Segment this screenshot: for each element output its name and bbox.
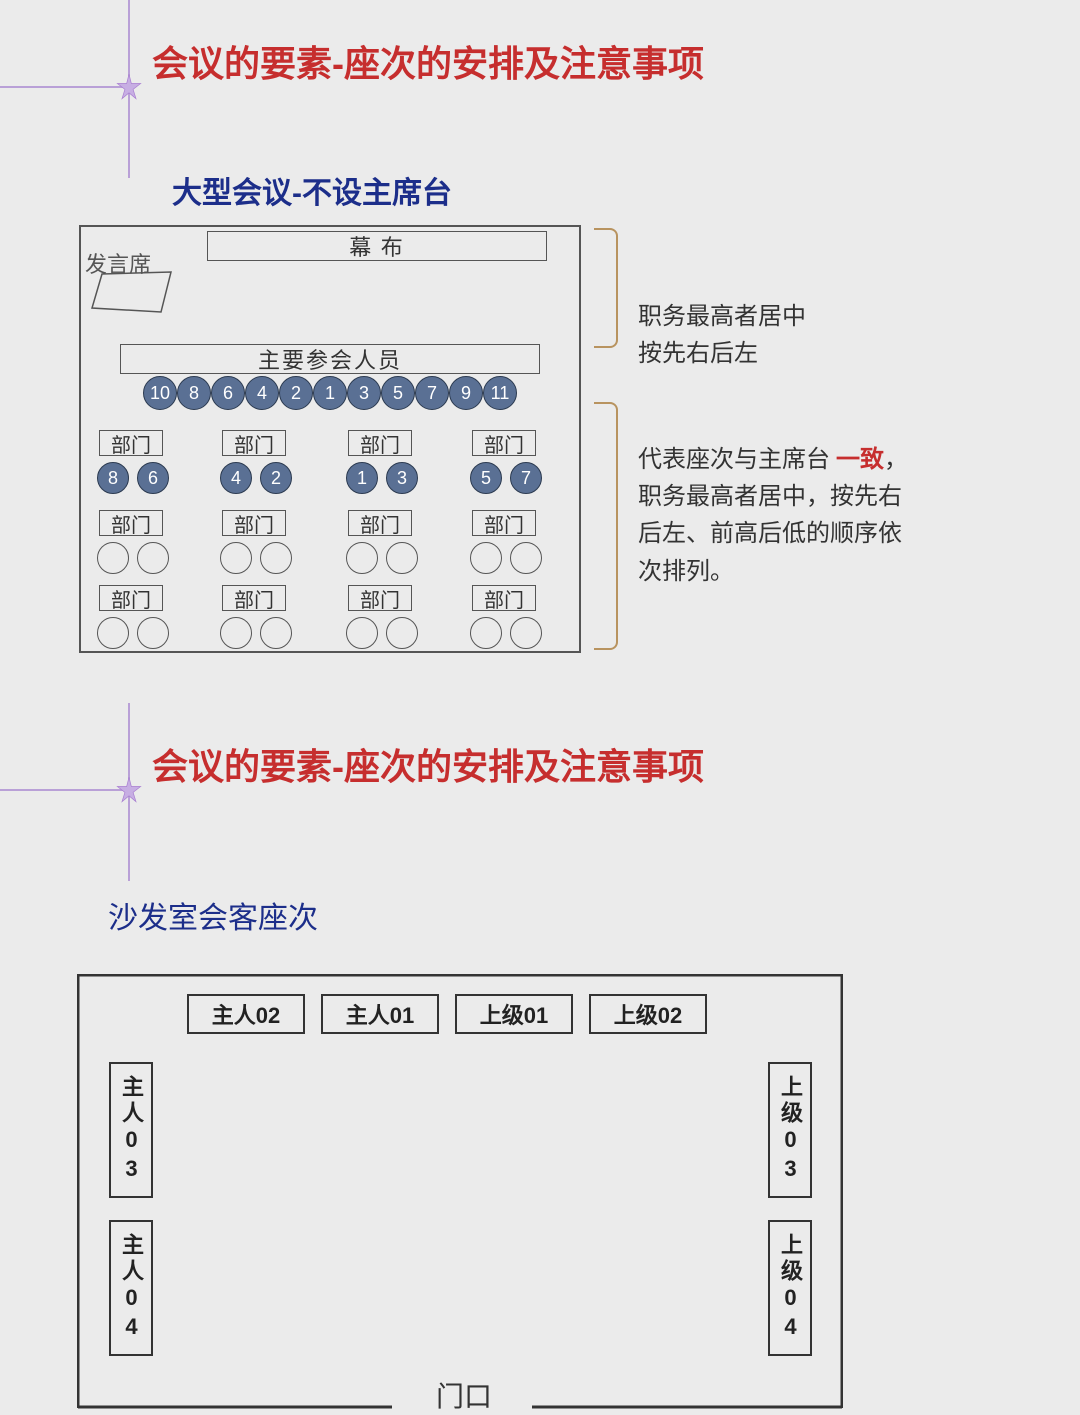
dept-seat-empty — [470, 542, 502, 574]
vip-seat: 10 — [143, 376, 177, 410]
dept-label: 部门 — [348, 430, 412, 456]
dept-label: 部门 — [348, 585, 412, 611]
note-bottom: 代表座次与主席台 一致，职务最高者居中，按先右后左、前高后低的顺序依次排列。 — [638, 442, 908, 591]
dept-seat-num: 6 — [137, 462, 169, 494]
dept-seat-num: 3 — [386, 462, 418, 494]
title1: 会议的要素-座次的安排及注意事项 — [152, 35, 704, 87]
dept-seat-num: 7 — [510, 462, 542, 494]
vip-row-label: 主要参会人员 — [120, 344, 540, 374]
dept-seat-empty — [137, 542, 169, 574]
dept-label: 部门 — [472, 510, 536, 536]
title2-hline — [0, 789, 128, 791]
note-bottom-pre: 代表座次与主席台 — [638, 447, 830, 473]
sofa-room-outline — [77, 974, 843, 1409]
dept-label: 部门 — [99, 585, 163, 611]
screen-label: 幕 布 — [207, 231, 547, 261]
title1-hline — [0, 86, 128, 88]
dept-seat-empty — [97, 542, 129, 574]
sofa-seat-left: 主人03 — [109, 1062, 153, 1198]
vip-seat: 4 — [245, 376, 279, 410]
vip-row-label-text: 主要参会人员 — [258, 343, 402, 375]
dept-seat-empty — [510, 617, 542, 649]
vip-seat: 6 — [211, 376, 245, 410]
star-icon-2 — [115, 776, 143, 804]
title1-text: 会议的要素-座次的安排及注意事项 — [152, 43, 704, 84]
dept-label: 部门 — [472, 430, 536, 456]
dept-seat-num: 4 — [220, 462, 252, 494]
note-top: 职务最高者居中 按先右后左 — [638, 262, 806, 374]
dept-seat-empty — [220, 542, 252, 574]
dept-seat-num: 2 — [260, 462, 292, 494]
title2-text: 会议的要素-座次的安排及注意事项 — [152, 746, 704, 787]
sofa-seat-right: 上级03 — [768, 1062, 812, 1198]
subtitle1: 大型会议-不设主席台 — [172, 168, 452, 212]
dept-label: 部门 — [348, 510, 412, 536]
dept-label: 部门 — [99, 430, 163, 456]
vip-seat: 7 — [415, 376, 449, 410]
vip-seat: 1 — [313, 376, 347, 410]
dept-label: 部门 — [99, 510, 163, 536]
dept-seat-empty — [346, 617, 378, 649]
dept-seat-empty — [470, 617, 502, 649]
subtitle2: 沙发室会客座次 — [108, 893, 318, 937]
star-icon — [115, 73, 143, 101]
sofa-seat-left: 主人04 — [109, 1220, 153, 1356]
sofa-seat-top: 上级01 — [455, 994, 573, 1034]
dept-seat-empty — [137, 617, 169, 649]
podium-shape — [89, 270, 179, 320]
dept-seat-empty — [97, 617, 129, 649]
dept-label: 部门 — [222, 430, 286, 456]
title2: 会议的要素-座次的安排及注意事项 — [152, 738, 704, 790]
dept-seat-empty — [510, 542, 542, 574]
note-top-text: 职务最高者居中 按先右后左 — [638, 304, 806, 367]
dept-seat-empty — [220, 617, 252, 649]
dept-seat-num: 5 — [470, 462, 502, 494]
door-label: 门口 — [436, 1375, 492, 1415]
sofa-seat-top: 上级02 — [589, 994, 707, 1034]
dept-seat-empty — [386, 617, 418, 649]
sofa-seat-top: 主人01 — [321, 994, 439, 1034]
sofa-seat-right: 上级04 — [768, 1220, 812, 1356]
dept-seat-num: 8 — [97, 462, 129, 494]
vip-seat: 9 — [449, 376, 483, 410]
vip-seat: 3 — [347, 376, 381, 410]
dept-label: 部门 — [472, 585, 536, 611]
note-bottom-red: 一致 — [836, 447, 884, 473]
vip-seat: 2 — [279, 376, 313, 410]
dept-seat-empty — [346, 542, 378, 574]
dept-seat-empty — [260, 617, 292, 649]
screen-label-text: 幕 布 — [349, 230, 405, 262]
dept-seat-empty — [260, 542, 292, 574]
dept-seat-empty — [386, 542, 418, 574]
vip-seat: 11 — [483, 376, 517, 410]
sofa-seat-top: 主人02 — [187, 994, 305, 1034]
dept-label: 部门 — [222, 585, 286, 611]
vip-seat: 5 — [381, 376, 415, 410]
dept-label: 部门 — [222, 510, 286, 536]
dept-seat-num: 1 — [346, 462, 378, 494]
vip-seat: 8 — [177, 376, 211, 410]
bracket-top — [594, 228, 618, 348]
bracket-bottom — [594, 402, 618, 650]
